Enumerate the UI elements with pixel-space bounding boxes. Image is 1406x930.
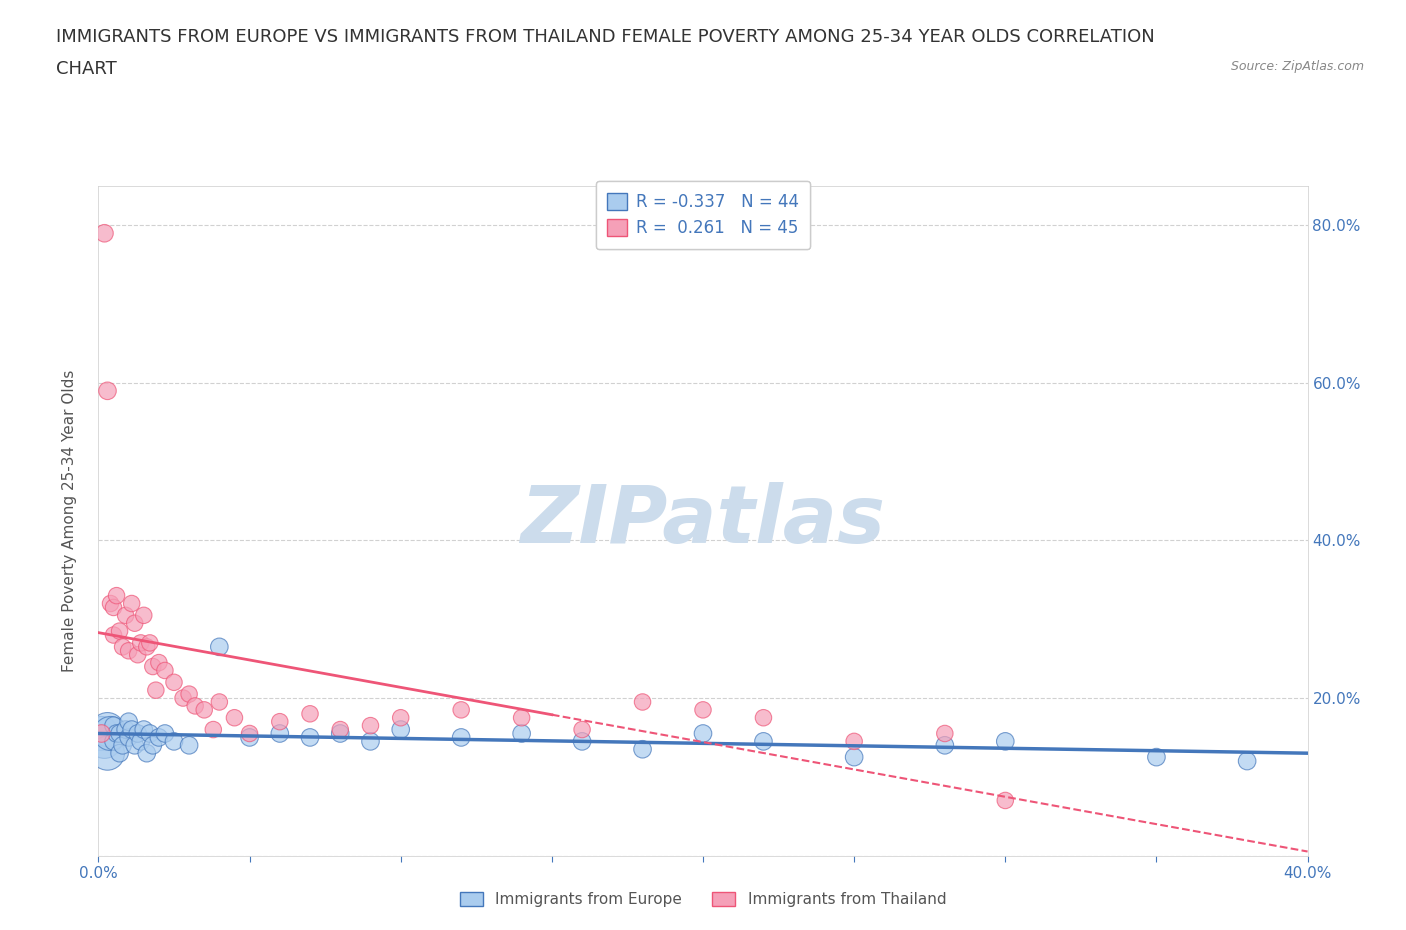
- Point: [100, 596, 122, 611]
- Text: IMMIGRANTS FROM EUROPE VS IMMIGRANTS FROM THAILAND FEMALE POVERTY AMONG 25-34 YE: IMMIGRANTS FROM EUROPE VS IMMIGRANTS FRO…: [56, 28, 1154, 46]
- Point: [269, 714, 291, 729]
- Point: [450, 702, 472, 717]
- Point: [103, 734, 125, 749]
- Point: [208, 695, 231, 710]
- Point: [752, 711, 775, 725]
- Point: [299, 707, 322, 722]
- Point: [994, 734, 1017, 749]
- Point: [934, 726, 956, 741]
- Point: [96, 722, 118, 737]
- Point: [129, 734, 152, 749]
- Point: [90, 726, 112, 741]
- Point: [692, 702, 714, 717]
- Point: [121, 596, 143, 611]
- Point: [105, 726, 128, 741]
- Point: [135, 640, 157, 655]
- Point: [269, 726, 291, 741]
- Point: [172, 691, 194, 706]
- Point: [329, 722, 352, 737]
- Point: [153, 663, 176, 678]
- Point: [96, 746, 118, 761]
- Point: [202, 722, 225, 737]
- Point: [108, 624, 131, 639]
- Point: [111, 640, 134, 655]
- Point: [571, 722, 593, 737]
- Point: [142, 659, 165, 674]
- Point: [93, 226, 115, 241]
- Legend: R = -0.337   N = 44, R =  0.261   N = 45: R = -0.337 N = 44, R = 0.261 N = 45: [596, 181, 810, 249]
- Point: [329, 726, 352, 741]
- Point: [142, 737, 165, 752]
- Point: [224, 711, 246, 725]
- Point: [148, 730, 170, 745]
- Point: [208, 640, 231, 655]
- Point: [118, 730, 141, 745]
- Point: [179, 737, 201, 752]
- Point: [239, 730, 262, 745]
- Point: [118, 714, 141, 729]
- Point: [129, 635, 152, 650]
- Point: [121, 722, 143, 737]
- Point: [132, 722, 155, 737]
- Text: Source: ZipAtlas.com: Source: ZipAtlas.com: [1230, 60, 1364, 73]
- Point: [450, 730, 472, 745]
- Point: [153, 726, 176, 741]
- Point: [360, 718, 382, 733]
- Point: [184, 698, 207, 713]
- Legend: Immigrants from Europe, Immigrants from Thailand: Immigrants from Europe, Immigrants from …: [454, 885, 952, 913]
- Point: [510, 726, 533, 741]
- Point: [934, 737, 956, 752]
- Point: [692, 726, 714, 741]
- Point: [179, 686, 201, 701]
- Point: [111, 737, 134, 752]
- Point: [105, 588, 128, 603]
- Point: [994, 793, 1017, 808]
- Point: [127, 647, 149, 662]
- Point: [124, 616, 146, 631]
- Point: [124, 737, 146, 752]
- Point: [139, 635, 162, 650]
- Point: [571, 734, 593, 749]
- Point: [108, 746, 131, 761]
- Point: [135, 746, 157, 761]
- Point: [1144, 750, 1167, 764]
- Point: [299, 730, 322, 745]
- Point: [108, 726, 131, 741]
- Point: [360, 734, 382, 749]
- Point: [118, 644, 141, 658]
- Point: [510, 711, 533, 725]
- Point: [163, 675, 186, 690]
- Point: [114, 608, 136, 623]
- Point: [132, 608, 155, 623]
- Point: [103, 628, 125, 643]
- Point: [103, 600, 125, 615]
- Point: [239, 726, 262, 741]
- Point: [148, 655, 170, 670]
- Point: [844, 750, 866, 764]
- Point: [103, 718, 125, 733]
- Point: [100, 726, 122, 741]
- Text: CHART: CHART: [56, 60, 117, 78]
- Point: [752, 734, 775, 749]
- Point: [145, 683, 167, 698]
- Y-axis label: Female Poverty Among 25-34 Year Olds: Female Poverty Among 25-34 Year Olds: [62, 369, 77, 672]
- Point: [389, 711, 412, 725]
- Point: [389, 722, 412, 737]
- Point: [1236, 753, 1258, 768]
- Point: [631, 742, 654, 757]
- Point: [96, 383, 118, 398]
- Point: [844, 734, 866, 749]
- Point: [93, 734, 115, 749]
- Point: [114, 722, 136, 737]
- Point: [139, 726, 162, 741]
- Point: [127, 726, 149, 741]
- Point: [193, 702, 215, 717]
- Point: [90, 726, 112, 741]
- Point: [631, 695, 654, 710]
- Text: ZIPatlas: ZIPatlas: [520, 482, 886, 560]
- Point: [163, 734, 186, 749]
